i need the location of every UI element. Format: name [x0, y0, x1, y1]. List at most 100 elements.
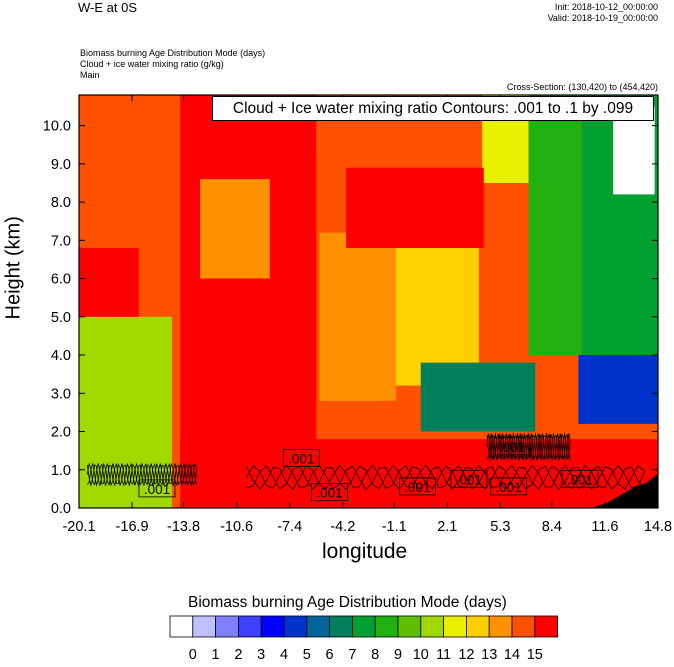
- heatmap-region: [420, 362, 536, 432]
- colorbar-swatch: [465, 615, 490, 638]
- colorbar-label: 8: [371, 647, 379, 663]
- colorbar-swatch: [488, 615, 513, 638]
- contour-line: [86, 462, 198, 486]
- contour-label-box: [138, 479, 176, 498]
- axes: -20.1 -16.9 -13.8 -10.6 -7.4 -4.2 -1.1 2.1 5.3 8.…: [43, 94, 672, 535]
- init-time: Init: 2018-10-12_00:00:00: [554, 2, 658, 12]
- contour-label-box: [282, 448, 320, 467]
- y-tick-label: 2.0: [51, 425, 71, 441]
- contour-label: .001: [316, 486, 342, 501]
- colorbar-title: Biomass burning Age Distribution Mode (d…: [188, 594, 507, 611]
- colorbar-label: 3: [257, 647, 265, 663]
- colorbar-swatch: [306, 615, 330, 638]
- plot-frame: [78, 94, 659, 509]
- contour-label-box: [311, 483, 348, 502]
- colorbar-label: 10: [413, 647, 429, 663]
- field-line-cloud: Cloud + ice water mixing ratio (g/kg): [80, 59, 224, 69]
- contour-label: .001: [499, 440, 525, 455]
- colorbar-label: 14: [504, 647, 520, 663]
- y-tick-label: 10.0: [43, 119, 71, 135]
- colorbar-label: 7: [348, 647, 356, 663]
- colorbar-label: 12: [458, 647, 474, 663]
- colorbar-label: 1: [212, 647, 220, 663]
- x-tick-label: 5.3: [490, 519, 510, 535]
- terrain-fill: [591, 473, 658, 508]
- contour-label-box: [561, 469, 599, 488]
- plot-area: [79, 95, 659, 508]
- colorbar-label: 6: [326, 647, 334, 663]
- contour-label-box: [493, 437, 531, 456]
- contour-label-box: [450, 469, 488, 488]
- cross-section-label: Cross-Section: (130,420) to (454,420): [506, 82, 658, 92]
- heatmap-region: [319, 232, 396, 401]
- colorbar-swatch: [420, 615, 444, 638]
- x-axis-label: longitude: [322, 540, 408, 563]
- y-tick-label: 5.0: [51, 310, 71, 326]
- heatmap-region: [200, 179, 270, 279]
- y-tick-label: 1.0: [51, 463, 71, 479]
- contour-label: .001: [456, 472, 482, 487]
- colorbar-swatch: [260, 615, 285, 638]
- contour-line: [486, 432, 571, 461]
- y-tick-label: 0.0: [51, 501, 71, 517]
- colorbar-label: 9: [394, 647, 402, 663]
- contour-line: [246, 464, 646, 491]
- colorbar-swatch: [443, 615, 467, 638]
- contour-line: [246, 464, 646, 491]
- x-tick-label: -13.8: [167, 519, 200, 535]
- heatmap-region: [395, 232, 479, 386]
- x-tick-label: 8.4: [542, 519, 562, 535]
- colorbar-label: 11: [436, 647, 451, 663]
- colorbar-swatch: [283, 615, 308, 638]
- colorbar-swatch: [397, 615, 422, 638]
- contour-line: [486, 433, 571, 461]
- contour-title: Cloud + Ice water mixing ratio Contours:…: [212, 96, 654, 121]
- y-tick-label: 3.0: [51, 386, 71, 402]
- field-line-age: Biomass burning Age Distribution Mode (d…: [80, 48, 266, 58]
- colorbar-swatch: [374, 615, 399, 638]
- contour-label-box: [399, 477, 436, 496]
- contour-label: .001: [404, 480, 430, 495]
- x-tick-label: -7.4: [277, 519, 302, 535]
- contour-labels: .001 .001 .001 .001 .001 .001 .001 .001: [138, 437, 599, 502]
- colorbar-label: 0: [189, 647, 197, 663]
- colorbar-label: 2: [234, 647, 242, 663]
- colorbar-swatch: [192, 615, 217, 638]
- colorbar-swatch: [237, 615, 262, 638]
- colorbar-swatch: [169, 615, 194, 638]
- heatmap-region: [79, 247, 139, 317]
- x-tick-label: -10.6: [220, 519, 253, 535]
- heatmap-region: [578, 355, 658, 424]
- colorbar-swatch: [329, 615, 353, 638]
- colorbar-swatch: [511, 615, 536, 638]
- heatmap-region: [346, 167, 484, 248]
- page-title: W-E at 0S: [78, 0, 138, 15]
- x-tick-label: -1.1: [382, 519, 407, 535]
- contour-line: [87, 462, 198, 487]
- colorbar-swatch: [215, 615, 239, 638]
- y-axis-label: Height (km): [2, 216, 25, 320]
- contour-line: [246, 464, 645, 491]
- contour-label: .001: [144, 482, 170, 497]
- x-tick-label: 14.8: [644, 519, 672, 535]
- x-tick-label: -20.1: [62, 519, 95, 535]
- contour-label-box: [490, 477, 528, 496]
- colorbar-label: 15: [527, 647, 543, 663]
- heatmap-region: [79, 316, 172, 508]
- y-tick-label: 7.0: [51, 233, 71, 249]
- colorbar-label: 4: [280, 647, 288, 663]
- x-tick-label: -4.2: [330, 519, 355, 535]
- contour-lines: [86, 432, 646, 491]
- x-tick-label: 2.1: [437, 519, 457, 535]
- colorbar: 0 1 2 3 4 5 6 7 8 9 10 11 12 13 14 15: [169, 615, 558, 663]
- terrain: [591, 473, 658, 508]
- contour-label: .001: [288, 451, 314, 466]
- heatmap-region: [613, 106, 655, 195]
- y-tick-label: 4.0: [51, 348, 71, 364]
- valid-time: Valid: 2018-10-19_00:00:00: [547, 13, 658, 23]
- colorbar-swatch: [351, 615, 376, 638]
- heatmap-region: [528, 95, 582, 356]
- heatmap-region: [180, 95, 317, 478]
- y-tick-label: 8.0: [51, 195, 71, 211]
